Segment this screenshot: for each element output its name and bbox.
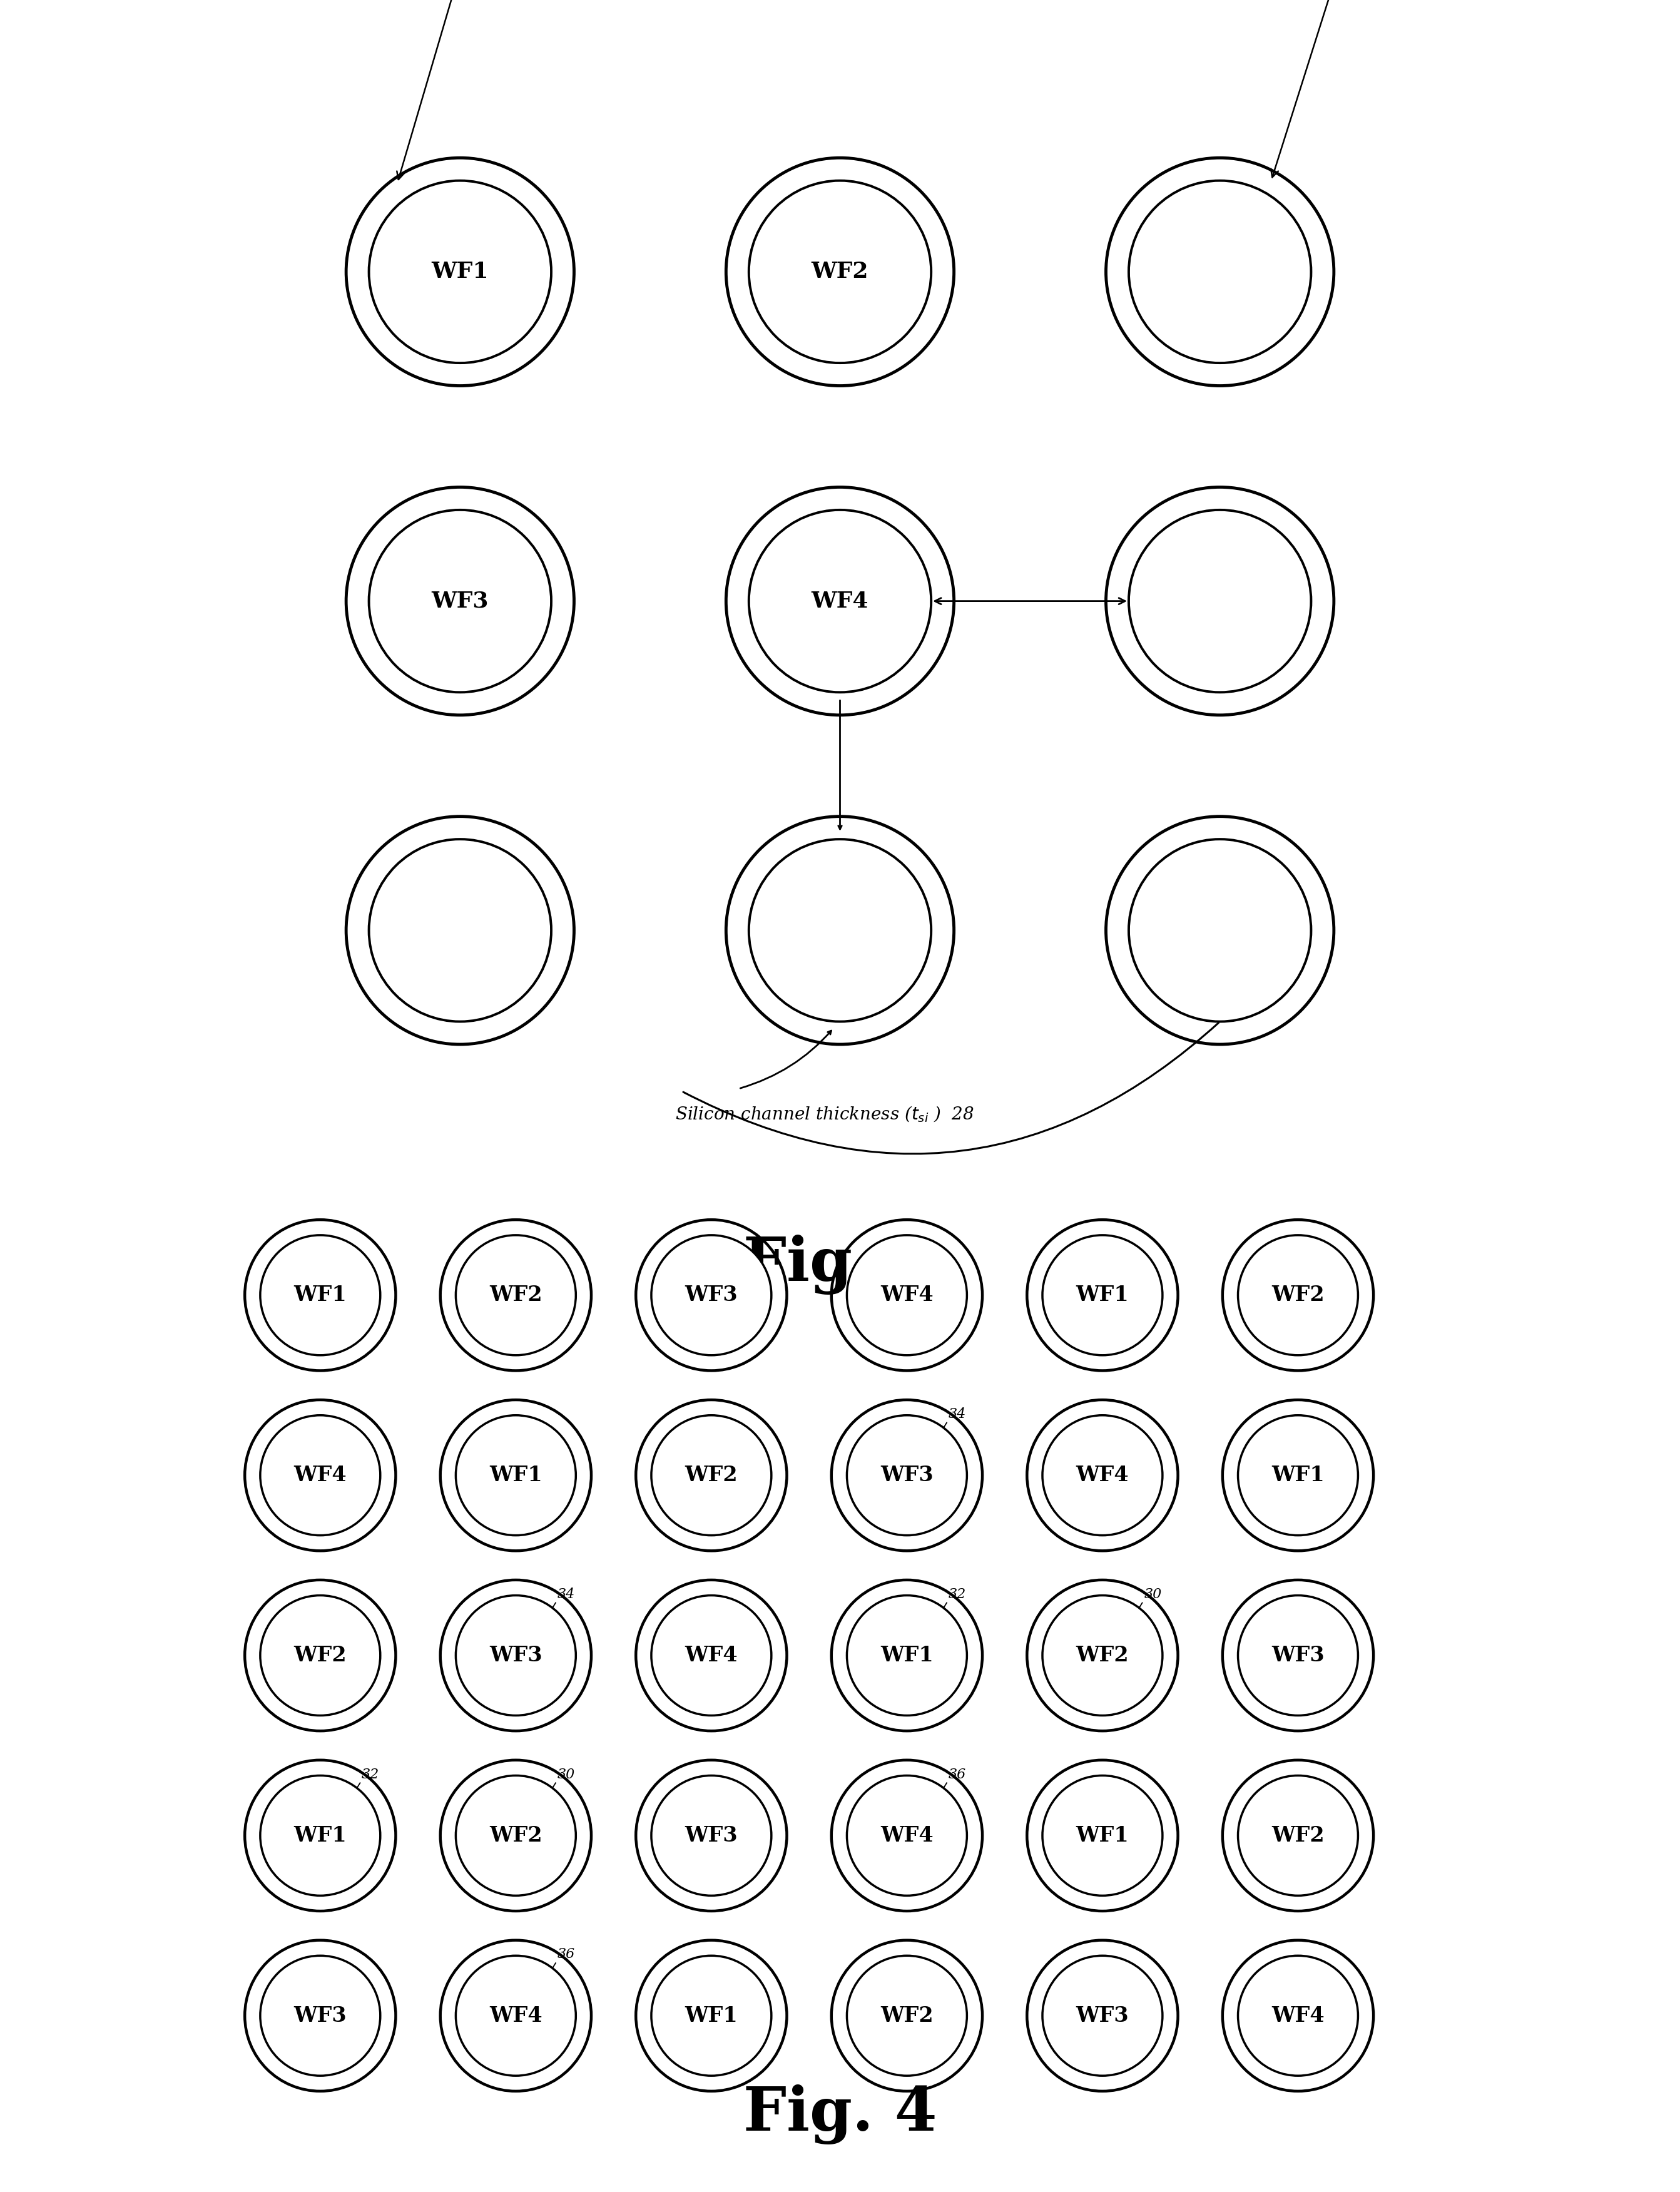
Text: WF4: WF4 [489, 2006, 543, 2025]
Text: WF3: WF3 [685, 1285, 738, 1306]
Circle shape [1042, 1416, 1163, 1534]
Text: WF4: WF4 [880, 1285, 934, 1306]
Circle shape [455, 1955, 576, 2076]
Circle shape [749, 180, 931, 364]
Text: WF3: WF3 [1272, 1646, 1324, 1666]
Circle shape [1238, 1776, 1357, 1896]
Circle shape [652, 1955, 771, 2076]
Text: WF4: WF4 [1272, 2006, 1324, 2025]
Text: WF2: WF2 [811, 261, 869, 283]
Text: 34: 34 [949, 1407, 966, 1420]
Circle shape [260, 1596, 380, 1716]
Circle shape [1238, 1955, 1357, 2076]
Circle shape [1042, 1234, 1163, 1355]
Text: WF2: WF2 [489, 1826, 543, 1846]
Text: WF3: WF3 [880, 1464, 934, 1486]
Text: WF2: WF2 [1272, 1285, 1324, 1306]
Circle shape [847, 1776, 968, 1896]
Circle shape [370, 840, 551, 1021]
Text: WF4: WF4 [880, 1826, 934, 1846]
Text: Gate Material   26: Gate Material 26 [1245, 0, 1421, 178]
Text: WF3: WF3 [489, 1646, 543, 1666]
Text: WF2: WF2 [489, 1285, 543, 1306]
Text: WF1: WF1 [685, 2006, 738, 2025]
Circle shape [260, 1955, 380, 2076]
Circle shape [1238, 1416, 1357, 1534]
Text: WF2: WF2 [880, 2006, 934, 2025]
Circle shape [455, 1416, 576, 1534]
Text: WF3: WF3 [1075, 2006, 1129, 2025]
Text: WF1: WF1 [489, 1464, 543, 1486]
Text: WF2: WF2 [294, 1646, 346, 1666]
Circle shape [749, 840, 931, 1021]
Circle shape [652, 1234, 771, 1355]
Text: Fig. 4: Fig. 4 [743, 2085, 937, 2144]
Circle shape [1129, 180, 1310, 364]
Text: WF4: WF4 [685, 1646, 738, 1666]
Circle shape [847, 1416, 968, 1534]
Circle shape [652, 1416, 771, 1534]
Circle shape [260, 1416, 380, 1534]
Text: WF1: WF1 [432, 261, 489, 283]
Circle shape [847, 1596, 968, 1716]
Circle shape [260, 1234, 380, 1355]
Text: WF3: WF3 [685, 1826, 738, 1846]
Text: WF2: WF2 [1272, 1826, 1324, 1846]
Circle shape [847, 1234, 968, 1355]
Text: WF1: WF1 [1272, 1464, 1324, 1486]
Text: Fig. 3: Fig. 3 [743, 1234, 937, 1295]
Circle shape [1042, 1596, 1163, 1716]
Text: WF1: WF1 [1075, 1826, 1129, 1846]
Text: WF4: WF4 [294, 1464, 346, 1486]
Text: Gate Oxide  12: Gate Oxide 12 [385, 0, 528, 180]
Circle shape [455, 1234, 576, 1355]
Text: 34: 34 [558, 1587, 575, 1600]
Circle shape [1129, 840, 1310, 1021]
Text: 30: 30 [558, 1767, 575, 1782]
Text: 36: 36 [949, 1767, 966, 1782]
Text: 32: 32 [361, 1767, 380, 1782]
Text: WF4: WF4 [1075, 1464, 1129, 1486]
Text: WF1: WF1 [1075, 1285, 1129, 1306]
Text: Silicon channel thickness ($t_{si}$ )  28: Silicon channel thickness ($t_{si}$ ) 28 [675, 1105, 974, 1124]
Circle shape [455, 1596, 576, 1716]
Circle shape [1238, 1596, 1357, 1716]
Circle shape [847, 1955, 968, 2076]
Circle shape [455, 1776, 576, 1896]
Circle shape [370, 180, 551, 364]
Text: WF3: WF3 [432, 590, 489, 612]
Circle shape [1129, 511, 1310, 693]
Text: WF2: WF2 [685, 1464, 738, 1486]
Circle shape [1042, 1776, 1163, 1896]
Text: 30: 30 [1144, 1587, 1161, 1600]
Circle shape [370, 511, 551, 693]
Circle shape [652, 1776, 771, 1896]
Circle shape [652, 1596, 771, 1716]
Text: WF3: WF3 [294, 2006, 346, 2025]
Circle shape [1042, 1955, 1163, 2076]
Circle shape [1238, 1234, 1357, 1355]
Text: 32: 32 [949, 1587, 966, 1600]
Text: WF4: WF4 [811, 590, 869, 612]
Circle shape [260, 1776, 380, 1896]
Text: WF1: WF1 [880, 1646, 934, 1666]
Text: WF2: WF2 [1075, 1646, 1129, 1666]
Text: 36: 36 [558, 1946, 575, 1962]
Text: WF1: WF1 [294, 1285, 346, 1306]
Circle shape [749, 511, 931, 693]
Text: WF1: WF1 [294, 1826, 346, 1846]
